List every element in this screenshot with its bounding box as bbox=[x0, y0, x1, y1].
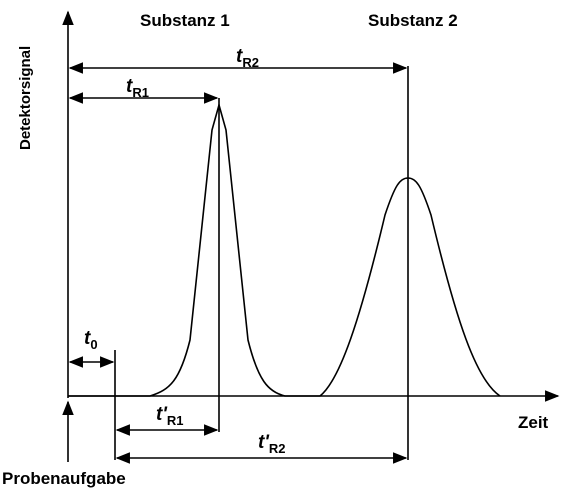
time-label: tR2 bbox=[236, 46, 259, 70]
y-label: Detektorsignal bbox=[17, 46, 34, 150]
time-label: t'R1 bbox=[156, 404, 183, 428]
time-label: tR1 bbox=[126, 76, 149, 100]
injection-label: Probenaufgabe bbox=[2, 469, 126, 488]
time-label: t'R2 bbox=[258, 432, 285, 456]
peak-label: Substanz 1 bbox=[140, 11, 230, 30]
time-label: t0 bbox=[84, 328, 98, 352]
peak-label: Substanz 2 bbox=[368, 11, 458, 30]
signal bbox=[68, 102, 501, 397]
x-label: Zeit bbox=[518, 413, 549, 432]
